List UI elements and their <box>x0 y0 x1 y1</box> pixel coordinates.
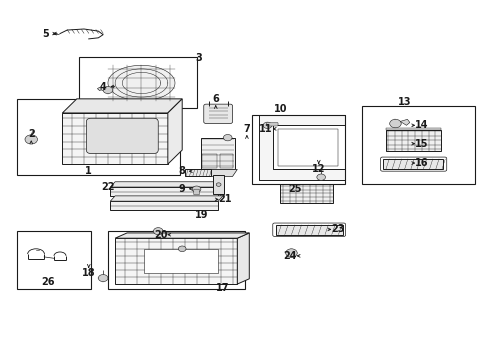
Circle shape <box>25 135 38 144</box>
Bar <box>385 130 440 151</box>
Circle shape <box>178 246 185 252</box>
Text: 12: 12 <box>311 165 325 174</box>
Text: 15: 15 <box>414 139 427 149</box>
Text: 20: 20 <box>154 230 167 240</box>
Bar <box>383 159 443 170</box>
Text: 13: 13 <box>397 98 411 107</box>
Text: 9: 9 <box>179 184 185 194</box>
Polygon shape <box>97 87 102 91</box>
Circle shape <box>98 275 108 282</box>
Text: 17: 17 <box>216 283 229 293</box>
Circle shape <box>103 86 112 94</box>
Polygon shape <box>167 99 182 164</box>
Circle shape <box>263 122 271 129</box>
Text: 21: 21 <box>218 194 232 204</box>
Bar <box>213 175 224 194</box>
Text: 22: 22 <box>101 182 115 192</box>
Text: 6: 6 <box>212 94 219 104</box>
Bar <box>184 170 210 176</box>
FancyBboxPatch shape <box>266 122 278 126</box>
Circle shape <box>285 249 297 257</box>
Bar <box>62 113 167 164</box>
Text: 8: 8 <box>179 166 185 176</box>
Bar <box>17 99 180 175</box>
FancyBboxPatch shape <box>203 104 232 123</box>
Text: 1: 1 <box>85 166 92 176</box>
Circle shape <box>389 119 400 128</box>
Polygon shape <box>108 66 175 100</box>
Text: 23: 23 <box>330 224 344 234</box>
Text: 24: 24 <box>283 251 296 261</box>
Circle shape <box>316 174 325 180</box>
Bar <box>219 154 232 168</box>
Polygon shape <box>110 196 223 201</box>
Polygon shape <box>115 233 249 238</box>
Text: 11: 11 <box>259 124 272 134</box>
Polygon shape <box>399 119 409 125</box>
Polygon shape <box>110 182 223 187</box>
Bar <box>201 138 234 170</box>
Text: 25: 25 <box>287 184 301 194</box>
Bar <box>79 57 196 108</box>
Circle shape <box>153 228 163 235</box>
Text: 14: 14 <box>414 120 427 130</box>
FancyBboxPatch shape <box>86 118 158 153</box>
Polygon shape <box>62 99 182 113</box>
Bar <box>202 154 216 168</box>
Polygon shape <box>385 128 440 130</box>
Bar <box>143 249 218 274</box>
Circle shape <box>223 135 232 141</box>
Bar <box>251 115 345 184</box>
Bar <box>280 184 332 203</box>
Text: 2: 2 <box>28 129 35 139</box>
Polygon shape <box>258 115 345 180</box>
Text: 19: 19 <box>194 210 208 220</box>
Text: 4: 4 <box>100 81 106 91</box>
Bar <box>361 106 473 184</box>
Bar <box>110 187 218 196</box>
Text: 5: 5 <box>42 28 49 39</box>
Text: 3: 3 <box>195 53 202 63</box>
Bar <box>17 231 91 289</box>
Bar <box>115 238 237 284</box>
Bar <box>108 231 244 289</box>
Text: 18: 18 <box>82 269 95 279</box>
Text: 16: 16 <box>414 158 427 168</box>
Text: 26: 26 <box>41 277 55 287</box>
Polygon shape <box>199 170 237 176</box>
Bar <box>278 129 337 166</box>
Polygon shape <box>237 233 249 284</box>
Text: 10: 10 <box>273 104 286 114</box>
FancyBboxPatch shape <box>193 189 199 195</box>
Text: 7: 7 <box>243 124 250 134</box>
Circle shape <box>216 183 221 186</box>
Bar <box>275 225 342 235</box>
Bar <box>110 201 218 210</box>
Circle shape <box>192 186 201 192</box>
